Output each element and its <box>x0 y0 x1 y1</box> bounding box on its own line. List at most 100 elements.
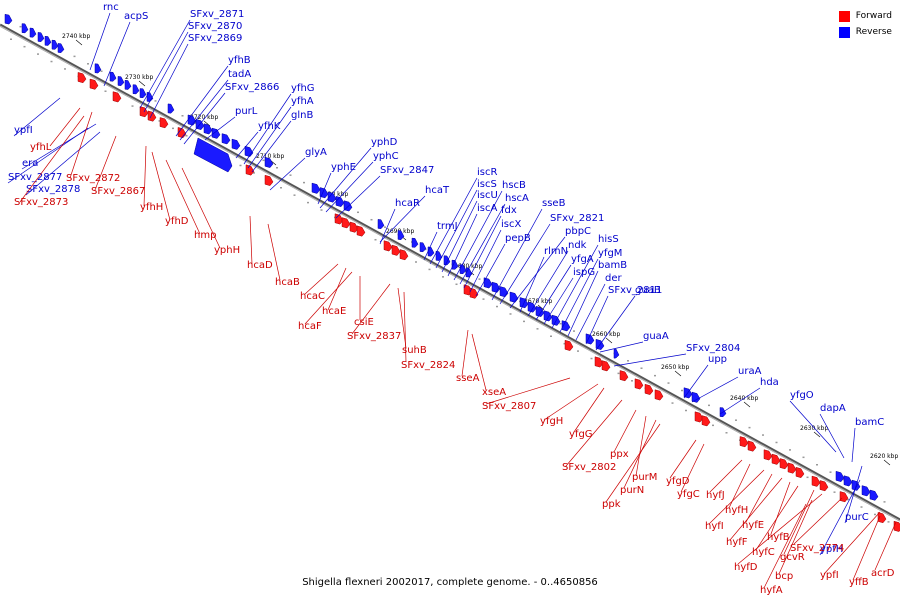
forward-gene-arrow <box>795 466 805 478</box>
reverse-gene-arrow <box>311 182 321 194</box>
gene-label: hscB <box>502 180 526 191</box>
kbp-label: 2660 kbp <box>592 331 620 338</box>
kbp-label: 2650 kbp <box>661 364 689 371</box>
gene-label: purL <box>235 106 258 117</box>
gene-label: hda <box>760 377 779 388</box>
kbp-label: 2620 kbp <box>870 453 898 460</box>
kbp-label: 2740 kbp <box>62 33 90 40</box>
gene-label: acpS <box>124 11 148 22</box>
gene-label: SFxv_2802 <box>562 462 616 473</box>
gene-label: ppx <box>610 449 629 460</box>
gene-label: iscA <box>477 203 497 214</box>
reverse-gene-arrow <box>435 251 443 261</box>
reverse-gene-arrow <box>203 123 213 135</box>
reverse-gene-arrow <box>613 348 620 359</box>
reverse-gene-arrow <box>535 305 545 317</box>
reverse-gene-arrow <box>44 35 52 46</box>
gene-label: ypfI <box>820 570 839 581</box>
gene-label: acrD <box>871 568 895 579</box>
reverse-gene-arrow <box>327 191 337 203</box>
gene-label: bcp <box>775 571 793 582</box>
reverse-swatch <box>838 26 850 38</box>
gene-label: hyfJ <box>706 490 725 501</box>
reverse-gene-arrows <box>4 13 879 501</box>
reverse-gene-arrow <box>527 301 537 313</box>
reverse-gene-arrow <box>835 470 845 482</box>
gene-label: suhB <box>402 345 427 356</box>
reverse-gene-arrow <box>109 71 117 82</box>
forward-gene-arrow <box>349 221 359 233</box>
forward-gene-arrow <box>747 440 757 452</box>
gene-label: yfhH <box>140 202 163 213</box>
gene-label: bamB <box>598 260 627 271</box>
reverse-gene-arrow <box>221 133 231 145</box>
forward-gene-arrow <box>619 370 629 382</box>
kbp-label: 2730 kbp <box>125 74 153 81</box>
gene-label: ppk <box>602 499 621 510</box>
reverse-gene-arrow <box>51 39 59 50</box>
gene-label: der <box>605 273 623 284</box>
reverse-gene-arrow <box>193 137 233 173</box>
forward-gene-arrow <box>601 360 611 372</box>
legend: Forward Reverse <box>838 8 892 40</box>
gene-label: yfgM <box>598 248 622 259</box>
gene-label: yphC <box>373 151 399 162</box>
gene-label: ispG <box>573 267 595 278</box>
gene-label: hcaE <box>322 306 346 317</box>
gene-label: SFxv_2878 <box>26 184 80 195</box>
gene-label: dapA <box>820 403 846 414</box>
gene-label: purC <box>845 512 869 523</box>
reverse-gene-arrow <box>29 27 37 38</box>
reverse-gene-arrow <box>397 230 405 240</box>
reverse-gene-arrow <box>869 489 879 501</box>
legend-reverse: Reverse <box>838 24 892 40</box>
legend-forward: Forward <box>838 8 892 24</box>
forward-gene-arrow <box>112 91 122 103</box>
gene-label: SFxv_2872 <box>66 173 120 184</box>
gene-label: SFxv_2811 <box>608 285 662 296</box>
kbp-scale: 2740 kbp 2730 kbp 2720 kbp 2710 kbp 2700 kbp… <box>62 33 898 466</box>
forward-gene-arrow <box>839 491 849 503</box>
kbp-label: 2680 kbp <box>454 263 482 270</box>
reverse-gene-arrow <box>491 281 501 293</box>
gene-label: pbpC <box>565 226 591 237</box>
forward-gene-arrow <box>594 356 604 368</box>
gene-label: yphD <box>371 137 398 148</box>
forward-gene-arrow <box>694 411 704 423</box>
reverse-gene-arrow <box>146 92 154 102</box>
forward-gene-arrow <box>341 217 351 229</box>
gene-label: SFxv_2804 <box>686 343 740 354</box>
forward-gene-arrow <box>701 415 711 427</box>
gene-label: SFxv_2871 <box>190 9 244 20</box>
reverse-gene-arrow <box>167 103 175 114</box>
gene-label: yphH <box>214 245 240 256</box>
gene-label: SFxv_2873 <box>14 197 68 208</box>
reverse-gene-arrow <box>543 310 553 322</box>
reverse-gene-arrow <box>94 63 102 74</box>
gene-label: gcvR <box>780 552 805 563</box>
forward-gene-arrow <box>787 462 797 474</box>
reverse-gene-arrow <box>443 255 451 266</box>
reverse-gene-arrow <box>117 76 125 86</box>
gene-label: SFxv_2877 <box>8 172 62 183</box>
gene-label: hcaB <box>275 277 300 288</box>
forward-gene-arrow <box>654 389 664 401</box>
forward-gene-arrow <box>779 458 789 470</box>
gene-label: SFxv_2824 <box>401 360 455 371</box>
gene-label: hcaR <box>395 198 420 209</box>
gene-label: SFxv_2847 <box>380 165 434 176</box>
forward-gene-arrow <box>77 72 87 84</box>
forward-swatch <box>838 10 850 22</box>
gene-label: hisS <box>598 234 619 245</box>
gene-label: yffB <box>849 577 869 588</box>
gene-label: ypfH <box>820 544 843 555</box>
gene-label: yfhB <box>228 55 251 66</box>
gene-label: purM <box>632 472 657 483</box>
gene-label: pepB <box>505 233 531 244</box>
reverse-gene-arrow <box>427 246 435 257</box>
gene-label: glnB <box>291 110 313 121</box>
forward-gene-arrow <box>763 449 773 461</box>
gene-label: iscS <box>477 179 497 190</box>
